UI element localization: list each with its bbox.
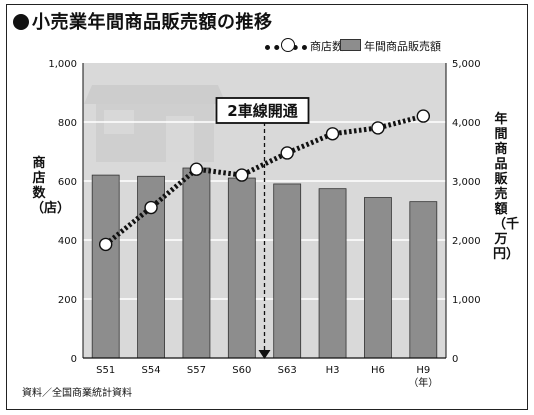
annotation-arrow-head: [258, 350, 271, 359]
chart-frame: [6, 4, 528, 410]
left-tick-label: 0: [71, 354, 77, 365]
right-tick-label: 5,000: [452, 59, 481, 70]
x-tick-label: S54: [142, 365, 161, 376]
x-tick-label: H3: [326, 365, 340, 376]
legend-bar-swatch: [340, 39, 361, 51]
right-tick-label: 2,000: [452, 236, 481, 247]
store-count-line: [104, 113, 424, 247]
store-count-point: [189, 162, 204, 176]
annotation-label: 2車線開通: [227, 102, 297, 120]
legend-line-label: 商店数: [310, 40, 343, 53]
store-count-point: [325, 127, 340, 141]
right-tick-label: 4,000: [452, 118, 481, 129]
left-tick-label: 800: [58, 118, 77, 129]
storefront-illustration: [84, 85, 226, 162]
chart-title: 小売業年間商品販売額の推移: [13, 8, 273, 34]
storefront-awning: [84, 85, 226, 104]
store-count-point: [144, 200, 158, 215]
bar: [409, 201, 438, 359]
left-tick-label: 400: [58, 236, 77, 247]
storefront-door: [166, 116, 194, 162]
right-tick-label: 0: [452, 354, 458, 365]
x-axis-unit: （年）: [408, 376, 438, 389]
left-tick-label: 200: [58, 295, 77, 306]
store-count-point: [235, 168, 249, 182]
bullet-icon: [13, 14, 29, 30]
store-count-point: [280, 146, 294, 160]
chart-title-text: 小売業年間商品販売額の推移: [32, 12, 273, 33]
left-tick-label: 1,000: [48, 59, 77, 70]
x-tick-label: H6: [371, 365, 385, 376]
bar: [91, 174, 120, 359]
bar: [227, 177, 256, 359]
store-count-point: [416, 109, 431, 123]
x-tick-label: S57: [187, 365, 206, 376]
legend-circle-marker: [281, 38, 295, 52]
bar: [182, 167, 211, 359]
store-count-point: [371, 121, 385, 135]
x-tick-label: S51: [96, 365, 115, 376]
legend-bar-label: 年間商品販売額: [364, 40, 441, 53]
x-tick-label: S63: [278, 365, 297, 376]
annotation-box: [215, 97, 310, 124]
left-tick-label: 600: [58, 177, 77, 188]
x-tick-label: H9: [416, 365, 430, 376]
right-tick-label: 3,000: [452, 177, 481, 188]
x-tick-label: S60: [232, 365, 251, 376]
bar: [364, 197, 392, 359]
bar: [273, 183, 302, 359]
bar: [318, 188, 347, 359]
right-tick-label: 1,000: [452, 295, 481, 306]
store-count-point: [98, 237, 113, 252]
source-note: 資料／全国商業統計資料: [22, 388, 132, 399]
